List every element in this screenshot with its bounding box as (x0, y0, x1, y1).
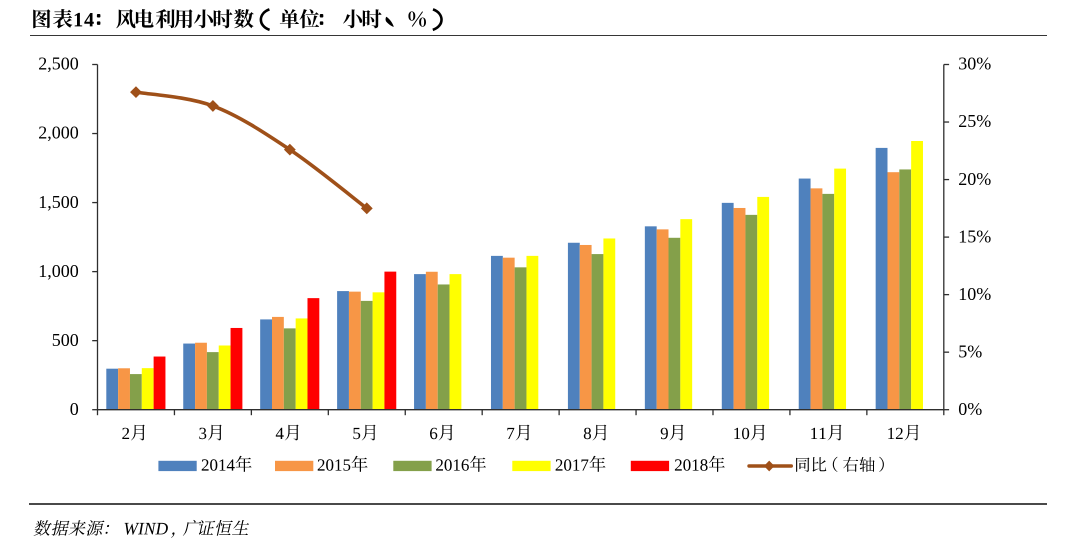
svg-text:2,000: 2,000 (38, 123, 79, 143)
svg-text:25%: 25% (958, 111, 991, 131)
svg-text:15%: 15% (958, 226, 991, 246)
svg-text:2,500: 2,500 (38, 54, 79, 74)
svg-text:20%: 20% (958, 169, 991, 189)
svg-text:1,000: 1,000 (38, 261, 79, 281)
svg-text:30%: 30% (958, 54, 991, 74)
svg-text:5%: 5% (958, 341, 982, 361)
svg-text:10%: 10% (958, 284, 991, 304)
svg-text:0%: 0% (958, 399, 982, 419)
svg-text:1,500: 1,500 (38, 192, 79, 212)
svg-text:500: 500 (52, 330, 79, 350)
svg-text:0: 0 (70, 399, 79, 419)
